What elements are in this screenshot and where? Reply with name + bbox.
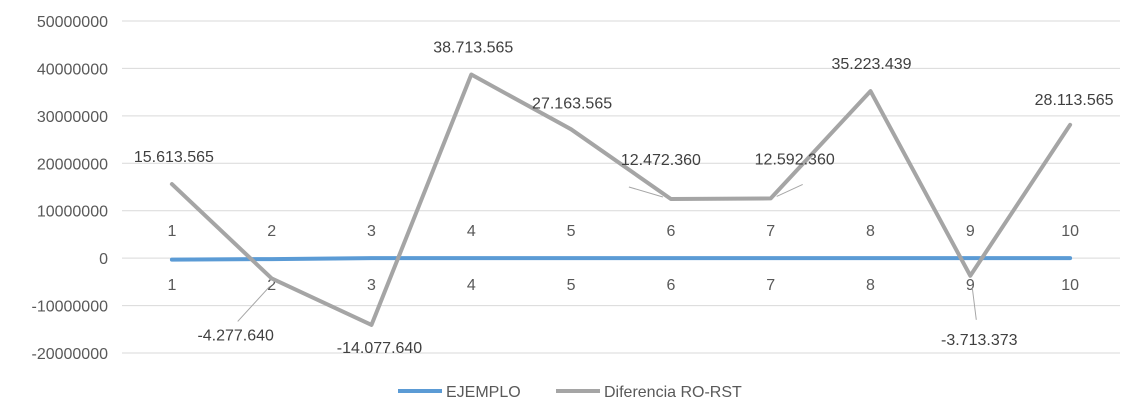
- x-tick-label: 7: [766, 223, 775, 240]
- x-tick-label: 3: [367, 277, 376, 294]
- data-label: 35.223.439: [831, 56, 911, 73]
- x-tick-label: 6: [666, 277, 675, 294]
- x-tick-label: 2: [267, 223, 276, 240]
- series-lines: [169, 72, 1073, 327]
- data-label-leader-lines: [237, 183, 977, 322]
- y-tick-label: 0: [99, 251, 108, 268]
- leader-line: [628, 186, 664, 198]
- data-label: -4.277.640: [197, 327, 274, 344]
- x-tick-label: 10: [1061, 277, 1079, 294]
- data-label: 12.592.360: [755, 151, 835, 168]
- x-tick-label: 4: [467, 223, 476, 240]
- x-tick-label: 9: [966, 223, 975, 240]
- legend: EJEMPLO Diferencia RO-RST: [398, 384, 742, 401]
- x-tick-label: 5: [567, 223, 576, 240]
- y-tick-label: 40000000: [37, 61, 108, 78]
- y-axis-tick-labels: 50000000 40000000 30000000 20000000 10000000…: [31, 14, 108, 363]
- y-tick-label: -10000000: [31, 299, 108, 316]
- x-axis-tick-labels: 1 1 2 2 3 3 4 4 5 5 6 6 7 7 8 8 9 9 10 10: [167, 223, 1079, 294]
- data-label: -14.077.640: [337, 340, 423, 357]
- x-tick-label: 10: [1061, 223, 1079, 240]
- gridlines: [122, 20, 1120, 354]
- series-line-ejemplo: [169, 256, 1073, 262]
- y-tick-label: -20000000: [31, 346, 108, 363]
- leader-line: [776, 183, 803, 197]
- data-label: 38.713.565: [433, 40, 513, 57]
- series-line-diferencia: [169, 72, 1073, 327]
- data-labels: 15.613.565 -4.277.640 -14.077.640 38.713.56…: [134, 40, 1114, 357]
- y-tick-label: 30000000: [37, 109, 108, 126]
- x-tick-label: 4: [467, 277, 476, 294]
- data-label: 15.613.565: [134, 149, 214, 166]
- x-tick-label: 1: [167, 223, 176, 240]
- x-tick-label: 3: [367, 223, 376, 240]
- data-label: 28.113.565: [1035, 92, 1114, 109]
- y-tick-label: 20000000: [37, 156, 108, 173]
- x-tick-label: 8: [866, 277, 875, 294]
- x-tick-label: 1: [167, 277, 176, 294]
- y-tick-label: 50000000: [37, 14, 108, 31]
- data-label: 12.472.360: [621, 152, 701, 169]
- y-tick-label: 10000000: [37, 204, 108, 221]
- leader-line: [971, 287, 977, 320]
- leader-line: [237, 286, 271, 322]
- x-tick-label: 2: [267, 277, 276, 294]
- data-label: 27.163.565: [532, 95, 612, 112]
- data-label: -3.713.373: [941, 332, 1018, 349]
- x-tick-label: 9: [966, 277, 975, 294]
- legend-label: EJEMPLO: [446, 384, 521, 401]
- legend-label: Diferencia RO-RST: [604, 384, 742, 401]
- x-tick-label: 6: [666, 223, 675, 240]
- x-tick-label: 8: [866, 223, 875, 240]
- x-tick-label: 5: [567, 277, 576, 294]
- x-tick-label: 7: [766, 277, 775, 294]
